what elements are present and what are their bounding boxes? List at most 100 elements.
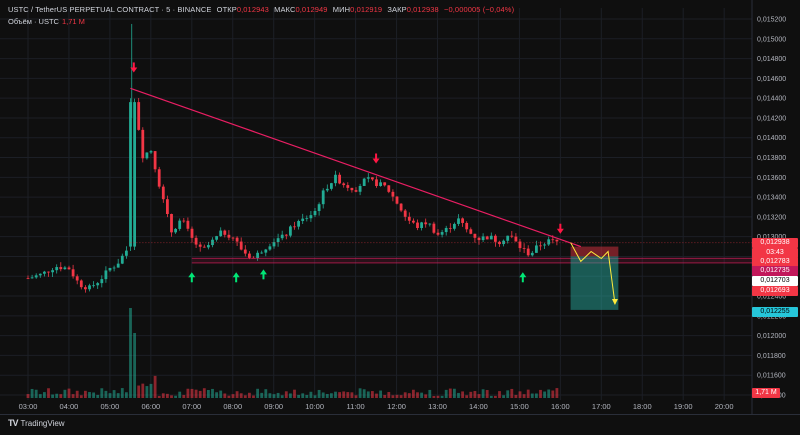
candle-body	[330, 183, 333, 189]
candle-body	[186, 220, 190, 229]
candle-body	[448, 227, 452, 229]
footer-bar	[0, 414, 800, 435]
volume-bar	[63, 389, 67, 398]
volume-bar	[477, 394, 481, 398]
x-tick-label: 15:00	[510, 402, 529, 411]
candle-body	[354, 190, 358, 192]
volume-bar	[301, 393, 305, 398]
candle-body	[51, 270, 54, 273]
volume-bar	[235, 391, 239, 398]
volume-bar	[211, 388, 214, 398]
last-price-label: 0,012938	[752, 238, 798, 248]
candle-body	[92, 285, 95, 287]
candle-body	[485, 236, 489, 240]
x-tick-label: 17:00	[592, 402, 611, 411]
candle-body	[383, 182, 387, 186]
candle-body	[453, 223, 456, 229]
candle-body	[182, 220, 186, 222]
up-arrow-icon-head	[519, 272, 527, 278]
volume-bar	[96, 394, 100, 398]
candle-body	[494, 235, 497, 242]
candle-body	[342, 183, 346, 186]
volume-bar	[92, 392, 95, 398]
volume-bar	[120, 388, 124, 398]
volume-bar	[530, 393, 534, 398]
candle-body	[371, 177, 374, 180]
candle-body	[506, 235, 510, 241]
candle-body	[321, 190, 325, 205]
candle-body	[293, 226, 296, 228]
x-tick-label: 11:00	[346, 402, 364, 411]
volume-label[interactable]: Объём · USTC	[8, 17, 59, 26]
support-band	[191, 258, 753, 263]
candle-body	[239, 241, 243, 250]
volume-bar	[202, 388, 206, 398]
y-tick-label: 0,014400	[757, 96, 786, 103]
y-tick-label: 0,015200	[757, 17, 786, 24]
volume-bar	[305, 395, 309, 398]
change-value: −0,000005 (−0,04%)	[443, 5, 515, 14]
volume-bar	[321, 392, 325, 398]
volume-bar	[399, 395, 403, 398]
volume-bar	[469, 391, 473, 398]
volume-bar	[457, 392, 460, 398]
volume-bar	[178, 391, 182, 398]
x-tick-label: 12:00	[387, 402, 406, 411]
candle-body	[358, 185, 362, 192]
candle-body	[412, 220, 415, 223]
candle-body	[194, 237, 198, 245]
candle-body	[284, 234, 288, 236]
candle-body	[71, 269, 75, 277]
volume-bar	[313, 395, 317, 398]
candle-body	[530, 252, 534, 256]
candle-body	[248, 253, 251, 258]
candle-body	[276, 238, 280, 243]
x-tick-label: 20:00	[715, 402, 734, 411]
x-tick-label: 08:00	[223, 402, 242, 411]
candle-body	[223, 230, 227, 235]
volume-bar	[43, 392, 46, 398]
candle-body	[465, 222, 469, 230]
target-zone	[570, 256, 619, 310]
up-arrow-icon-shaft	[235, 276, 238, 283]
tradingview-brand: TradingView	[20, 418, 65, 428]
x-tick-label: 03:00	[19, 402, 38, 411]
candle-body	[547, 239, 551, 245]
candle-body	[457, 218, 460, 224]
volume-bar	[100, 388, 104, 398]
volume-bar	[284, 391, 288, 398]
candle-body	[305, 218, 309, 220]
candle-body	[317, 204, 321, 212]
candle-body	[84, 287, 87, 290]
volume-bar	[84, 390, 87, 398]
down-arrow-icon-shaft	[132, 62, 135, 69]
y-tick-label: 0,013600	[757, 175, 786, 182]
candle-body	[469, 229, 473, 234]
volume-bar	[116, 393, 120, 398]
volume-bar	[539, 389, 542, 398]
volume-bar	[371, 391, 374, 398]
candle-body	[535, 245, 538, 253]
down-arrow-icon-shaft	[559, 223, 562, 230]
candle-body	[174, 228, 177, 233]
volume-bar	[149, 383, 153, 398]
volume-bar	[453, 388, 456, 398]
x-tick-label: 19:00	[674, 402, 693, 411]
candle-body	[47, 271, 50, 273]
candle-body	[407, 216, 411, 221]
candle-body	[256, 252, 259, 259]
candle-body	[526, 248, 530, 256]
candle-body	[30, 277, 34, 279]
volume-bar	[342, 391, 346, 398]
volume-bar	[182, 395, 186, 398]
symbol-title[interactable]: USTC / TetherUS PERPETUAL CONTRACT · 5 ·…	[8, 5, 212, 14]
volume-bar	[223, 393, 227, 398]
volume-bar	[432, 395, 436, 398]
candle-body	[59, 267, 63, 270]
volume-bar	[190, 388, 194, 398]
candle-body	[518, 241, 522, 249]
tradingview-logo[interactable]: TV TradingView	[8, 418, 65, 428]
volume-bar	[375, 393, 378, 398]
